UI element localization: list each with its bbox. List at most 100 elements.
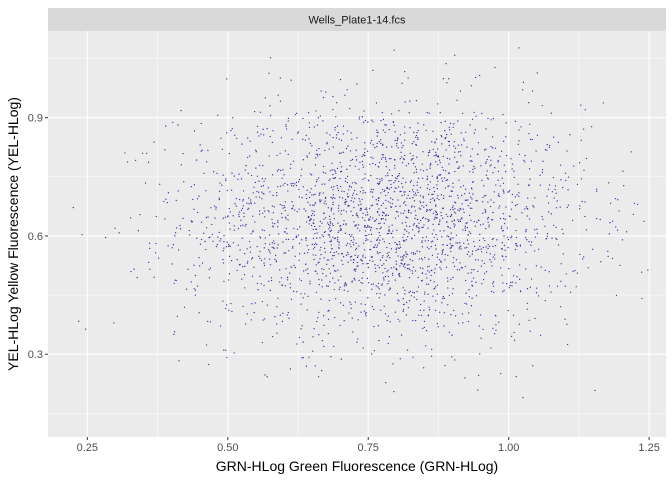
data-point: [480, 337, 482, 339]
data-point: [430, 198, 432, 201]
data-point: [300, 328, 302, 330]
data-point: [237, 244, 239, 246]
data-point: [387, 283, 389, 285]
data-point: [228, 255, 231, 257]
data-point: [415, 214, 417, 217]
data-point: [364, 192, 366, 194]
data-point: [460, 186, 462, 188]
data-point: [339, 177, 341, 180]
data-point: [363, 310, 366, 312]
data-point: [396, 137, 399, 139]
data-point: [566, 206, 568, 209]
data-point: [407, 77, 409, 79]
data-point: [404, 263, 406, 265]
data-point: [118, 232, 120, 234]
data-point: [381, 256, 383, 259]
data-point: [426, 246, 428, 248]
data-point: [271, 141, 273, 144]
data-point: [408, 300, 411, 302]
data-point: [136, 276, 138, 279]
data-point: [198, 195, 200, 197]
data-point: [524, 208, 526, 210]
data-point: [450, 246, 452, 249]
data-point: [481, 112, 483, 115]
data-point: [277, 169, 280, 171]
data-point: [426, 266, 429, 268]
data-point: [379, 228, 381, 230]
data-point: [463, 242, 465, 244]
data-point: [374, 220, 377, 222]
data-point: [353, 189, 356, 192]
data-point: [405, 221, 407, 224]
data-point: [357, 224, 360, 226]
data-point: [404, 139, 406, 141]
data-point: [328, 148, 330, 150]
data-point: [437, 148, 439, 150]
data-point: [311, 213, 314, 215]
data-point: [469, 202, 471, 204]
data-point: [305, 210, 307, 212]
data-point: [285, 124, 287, 126]
data-point: [422, 170, 425, 172]
data-point: [484, 208, 486, 211]
data-point: [478, 239, 481, 242]
data-point: [534, 229, 536, 231]
data-point: [155, 242, 157, 245]
data-point: [477, 270, 479, 273]
data-point: [194, 294, 197, 296]
data-point: [404, 293, 406, 295]
data-point: [528, 168, 531, 170]
data-point: [307, 112, 310, 114]
data-point: [126, 161, 129, 163]
data-point: [431, 175, 433, 177]
data-point: [266, 128, 268, 130]
data-point: [324, 251, 326, 253]
data-point: [473, 240, 475, 243]
data-point: [503, 218, 505, 220]
data-point: [318, 311, 320, 314]
data-point: [424, 291, 426, 293]
data-point: [227, 243, 230, 246]
data-point: [191, 221, 193, 223]
data-point: [212, 240, 214, 242]
data-point: [245, 164, 247, 167]
data-point: [452, 276, 454, 279]
data-point: [499, 205, 501, 207]
data-point: [370, 156, 372, 158]
data-point: [269, 114, 272, 117]
data-point: [358, 279, 360, 282]
data-point: [364, 173, 366, 175]
data-point: [524, 161, 526, 163]
data-point: [475, 199, 477, 202]
data-point: [503, 192, 505, 194]
data-point: [394, 167, 396, 169]
data-point: [378, 183, 380, 185]
data-point: [532, 205, 534, 207]
data-point: [228, 208, 230, 210]
data-point: [382, 156, 384, 159]
data-point: [443, 297, 446, 299]
data-point: [259, 236, 261, 238]
data-point: [402, 212, 405, 215]
data-point: [374, 163, 377, 166]
data-point: [159, 183, 161, 185]
data-point: [340, 152, 343, 154]
data-point: [270, 279, 273, 282]
data-point: [267, 187, 270, 189]
data-point: [428, 306, 430, 308]
data-point: [352, 214, 354, 217]
data-point: [392, 121, 395, 124]
data-point: [286, 232, 288, 235]
data-point: [475, 281, 477, 283]
data-point: [358, 168, 360, 170]
data-point: [284, 209, 286, 212]
data-point: [337, 187, 339, 189]
data-point: [401, 182, 403, 185]
data-point: [339, 79, 342, 81]
data-point: [523, 159, 525, 162]
data-point: [327, 234, 330, 236]
data-point: [513, 339, 516, 341]
data-point: [241, 278, 243, 280]
data-point: [244, 323, 247, 325]
